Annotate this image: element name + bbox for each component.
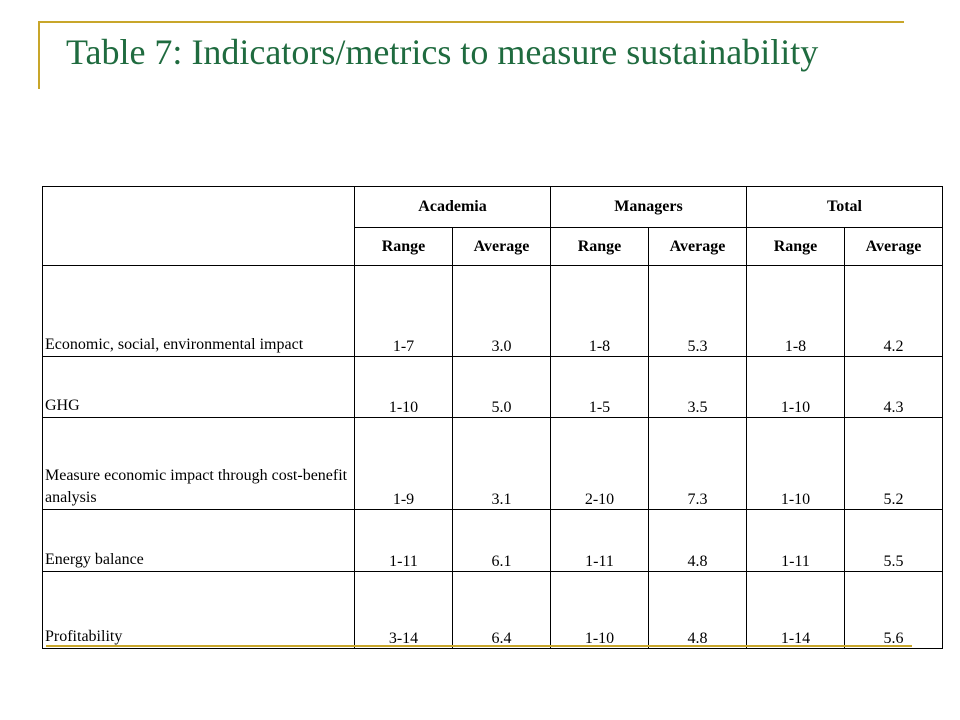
table-cell: 3.5 — [648, 356, 747, 418]
table-row: Economic, social, environmental impact 1… — [42, 265, 944, 357]
table-cell: 3-14 — [354, 571, 453, 649]
table-cell: 6.4 — [452, 571, 551, 649]
subheader-range: Range — [550, 227, 649, 266]
table-cell: 1-11 — [550, 509, 649, 572]
bottom-accent-line — [46, 645, 912, 647]
left-accent-line — [38, 21, 40, 89]
table-row: Energy balance 1-11 6.1 1-11 4.8 1-11 5.… — [42, 509, 944, 572]
row-label: Profitability — [42, 571, 355, 649]
table-row: Measure economic impact through cost-ben… — [42, 417, 944, 510]
subheader-range: Range — [354, 227, 453, 266]
table-cell: 7.3 — [648, 417, 747, 510]
table-cell: 3.1 — [452, 417, 551, 510]
table-cell: 4.8 — [648, 571, 747, 649]
subheader-range: Range — [746, 227, 845, 266]
table-cell: 1-10 — [354, 356, 453, 418]
table-cell: 1-8 — [746, 265, 845, 357]
table-cell: 4.2 — [843, 265, 944, 357]
table-cell: 1-10 — [746, 356, 845, 418]
row-label: Energy balance — [42, 509, 355, 572]
subheader-row: Range Average Range Average Range Averag… — [43, 227, 944, 266]
row-label: Economic, social, environmental impact — [42, 265, 355, 357]
table-cell: 4.3 — [843, 356, 944, 418]
corner-cell — [42, 186, 355, 266]
page-title: Table 7: Indicators/metrics to measure s… — [66, 32, 819, 72]
table-cell: 1-5 — [550, 356, 649, 418]
subheader-average: Average — [452, 227, 551, 266]
table-cell: 5.3 — [648, 265, 747, 357]
top-accent-line — [40, 21, 904, 23]
table-cell: 1-14 — [746, 571, 845, 649]
metrics-table: Academia Managers Total Range Average Ra… — [42, 186, 944, 649]
group-header-total: Total — [745, 186, 944, 228]
table-cell: 1-10 — [746, 417, 845, 510]
table-cell: 1-10 — [550, 571, 649, 649]
table-cell: 5.0 — [452, 356, 551, 418]
table-cell: 6.1 — [452, 509, 551, 572]
table-cell: 3.0 — [452, 265, 551, 357]
table-cell: 2-10 — [550, 417, 649, 510]
table-row: GHG 1-10 5.0 1-5 3.5 1-10 4.3 — [42, 356, 944, 418]
table-cell: 1-11 — [746, 509, 845, 572]
table-cell: 5.6 — [843, 571, 944, 649]
group-header-managers: Managers — [550, 186, 747, 228]
group-header-row: Academia Managers Total — [42, 186, 944, 266]
table-cell: 1-9 — [354, 417, 453, 510]
table-cell: 1-8 — [550, 265, 649, 357]
table-row: Profitability 3-14 6.4 1-10 4.8 1-14 5.6 — [42, 571, 944, 649]
table-cell: 5.2 — [843, 417, 944, 510]
row-label: GHG — [42, 356, 355, 418]
subheader-average: Average — [843, 227, 944, 266]
table-cell: 1-7 — [354, 265, 453, 357]
subheader-average: Average — [648, 227, 747, 266]
table-cell: 1-11 — [354, 509, 453, 572]
group-header-academia: Academia — [354, 186, 551, 228]
table-cell: 4.8 — [648, 509, 747, 572]
row-label: Measure economic impact through cost-ben… — [42, 417, 355, 510]
table-cell: 5.5 — [843, 509, 944, 572]
